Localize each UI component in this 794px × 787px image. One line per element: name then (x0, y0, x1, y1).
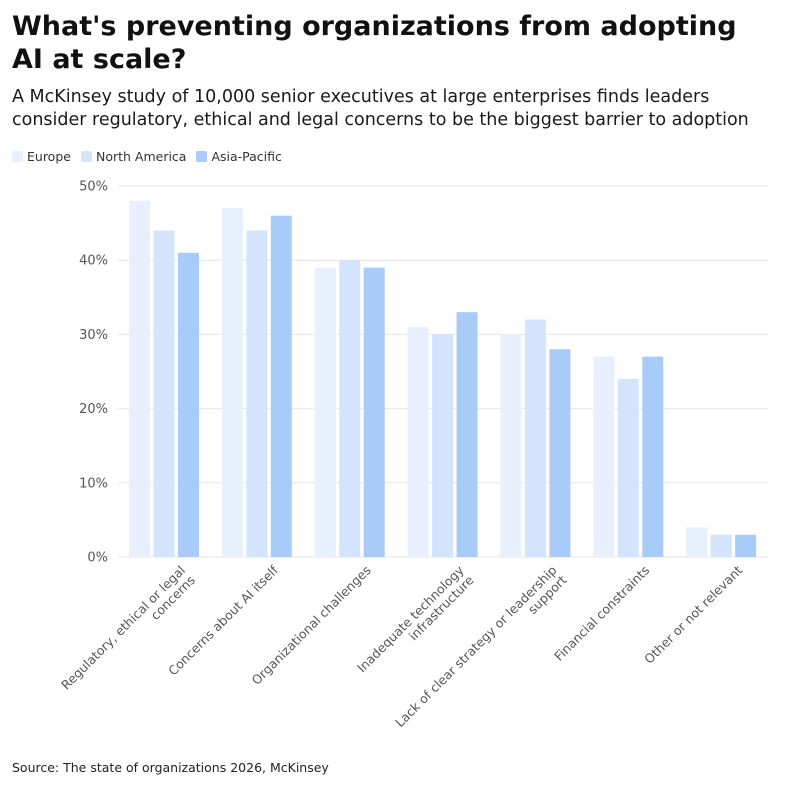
y-tick-label: 30% (79, 328, 108, 343)
x-tick-label: Other or not relevant (641, 562, 745, 666)
bar-2-2 (363, 267, 385, 557)
x-tick-label: Financial constraints (551, 563, 652, 664)
legend-label: North America (95, 148, 187, 164)
x-tick-label-line: Financial constraints (551, 563, 652, 664)
bar-2-1 (339, 260, 361, 557)
legend-label: Europe (27, 148, 71, 164)
bar-4-1 (524, 319, 546, 557)
legend-swatch (80, 150, 92, 162)
legend-label: Asia-Pacific (211, 148, 282, 164)
x-tick-label-line: Lack of clear strategy or leadership (392, 562, 560, 730)
bar-2-0 (314, 267, 336, 557)
bar-0-0 (129, 200, 150, 557)
x-tick-label-line: Other or not relevant (641, 562, 745, 666)
legend-item-1: North America (80, 148, 187, 164)
bar-4-2 (549, 349, 571, 557)
bar-6-1 (710, 534, 732, 557)
legend: Europe North America Asia-Pacific (12, 147, 282, 165)
bar-6-0 (686, 527, 708, 557)
bar-5-2 (642, 356, 664, 557)
bar-4-0 (500, 334, 522, 557)
x-tick-label: Regulatory, ethical or legalconcerns (58, 563, 198, 703)
bars (129, 200, 757, 557)
chart-title: What's preventing organizations from ado… (12, 11, 737, 75)
x-tick-label-line: Inadequate technology (354, 562, 467, 675)
bar-3-2 (456, 312, 478, 557)
legend-item-0: Europe (12, 149, 71, 164)
bar-3-0 (407, 326, 429, 557)
bar-1-0 (221, 208, 243, 557)
chart-subtitle: A McKinsey study of 10,000 senior execut… (12, 87, 749, 130)
x-tick-label-line: Regulatory, ethical or legal (58, 563, 188, 693)
bar-3-1 (432, 334, 454, 557)
source-note: Source: The state of organizations 2026,… (12, 760, 329, 775)
bar-1-1 (246, 230, 268, 557)
x-axis: Regulatory, ethical or legalconcernsConc… (58, 562, 745, 739)
y-tick-label: 10% (79, 476, 108, 491)
bar-5-0 (593, 356, 615, 557)
y-tick-label: 0% (87, 551, 108, 566)
y-tick-label: 20% (79, 402, 108, 417)
bar-0-2 (178, 252, 199, 557)
bar-6-2 (735, 534, 757, 557)
legend-swatch (196, 150, 208, 162)
y-tick-label: 50% (79, 180, 108, 195)
bar-5-1 (617, 378, 639, 557)
y-axis: 0% 10% 20% 30% 40% 50% (79, 180, 108, 566)
legend-swatch (12, 150, 23, 162)
x-tick-label: Lack of clear strategy or leadershipsupp… (392, 562, 569, 739)
y-tick-label: 40% (79, 254, 108, 269)
legend-item-2: Asia-Pacific (196, 148, 282, 164)
bar-0-1 (153, 230, 175, 557)
bar-chart: 0% 10% 20% 30% 40% 50% Regulatory, ethical or… (58, 180, 768, 739)
bar-1-2 (270, 215, 292, 557)
